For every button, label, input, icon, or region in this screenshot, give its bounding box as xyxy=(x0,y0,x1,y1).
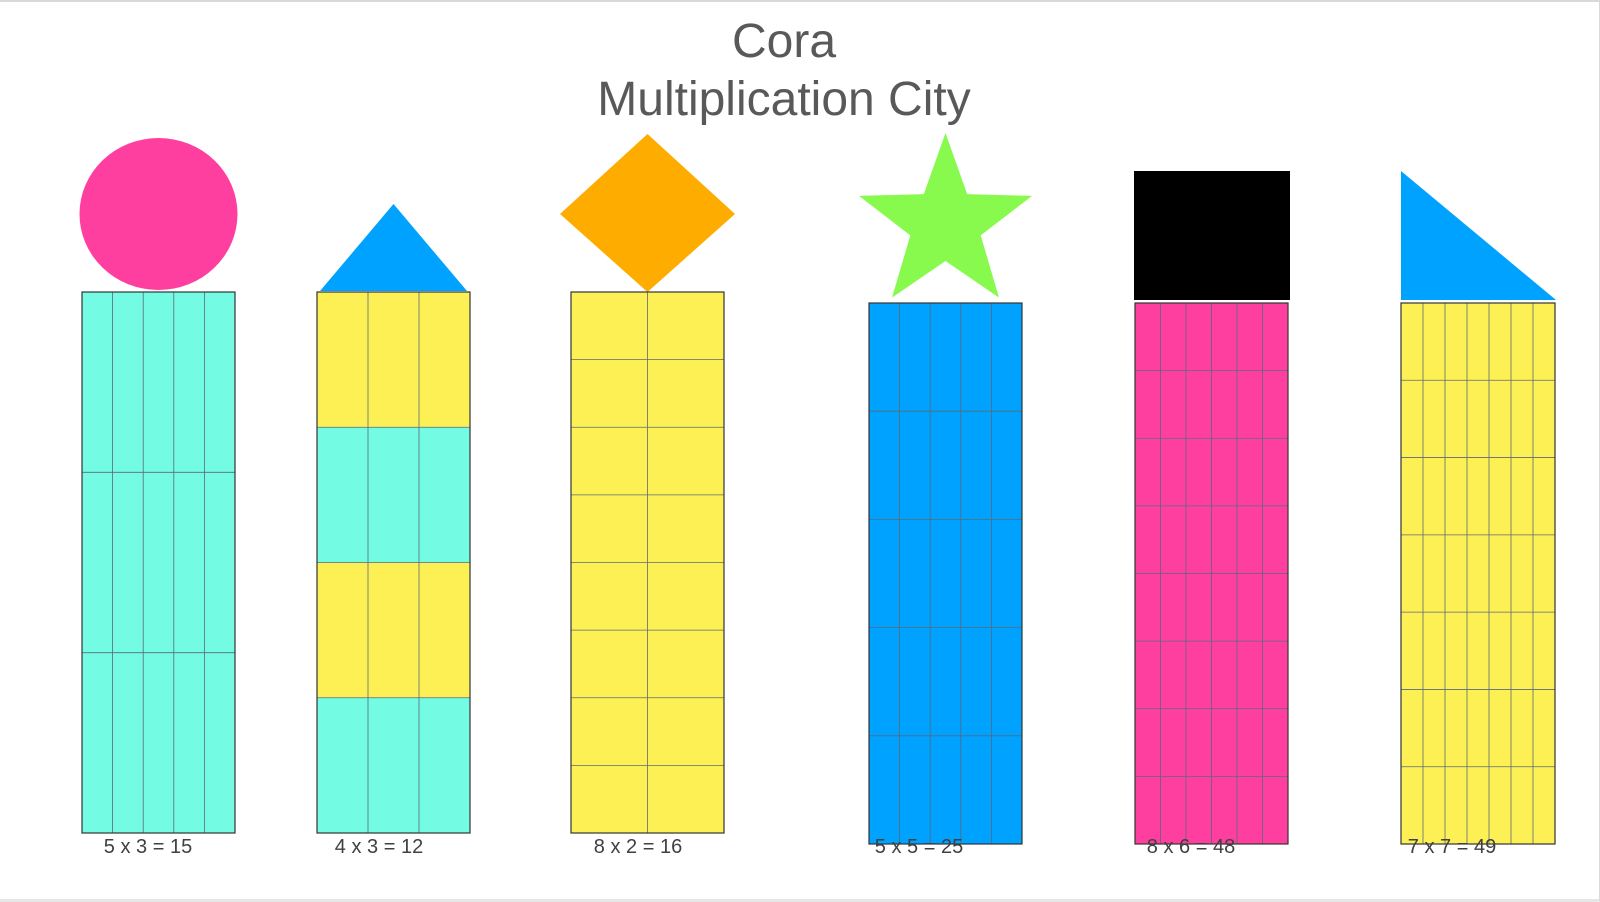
building-outline xyxy=(316,291,471,834)
building-1 xyxy=(79,138,238,834)
building-outline xyxy=(868,302,1023,845)
building-row-fill xyxy=(1401,303,1555,381)
building-row-fill xyxy=(869,303,1022,412)
building-row-fill xyxy=(82,292,235,473)
roof-right-triangle xyxy=(1401,171,1556,300)
building-row-fill xyxy=(1401,689,1555,768)
building-row-fill xyxy=(1401,380,1555,459)
caption-building-3: 8 x 2 = 16 xyxy=(593,836,683,858)
building-outline xyxy=(81,291,236,834)
building-row-fill xyxy=(1401,612,1555,690)
caption-building-6: 7 x 7 = 49 xyxy=(1407,836,1497,858)
building-5 xyxy=(1134,171,1290,845)
building-4 xyxy=(859,133,1032,845)
building-row-fill xyxy=(869,411,1022,520)
building-row-fill xyxy=(1401,457,1555,536)
building-outline xyxy=(570,291,725,834)
building-row-fill xyxy=(1401,766,1555,845)
roof-circle xyxy=(79,138,238,290)
building-row-fill xyxy=(82,652,235,834)
building-row-fill xyxy=(869,627,1022,737)
building-row-fill xyxy=(82,472,235,654)
building-row-fill xyxy=(317,562,470,699)
roof-star xyxy=(859,133,1032,298)
title-heading: Multiplication City xyxy=(597,73,971,126)
building-row-fill xyxy=(869,519,1022,629)
building-row-fill xyxy=(317,292,470,428)
building-outline xyxy=(1400,302,1556,845)
roof-rectangle xyxy=(1134,171,1290,300)
building-6 xyxy=(1400,171,1556,845)
title-name: Cora xyxy=(731,15,837,68)
building-row-fill xyxy=(317,697,470,834)
caption-building-1: 5 x 3 = 15 xyxy=(103,836,193,858)
caption-building-5: 8 x 6 = 48 xyxy=(1146,836,1236,858)
building-row-fill xyxy=(869,735,1022,845)
building-row-fill xyxy=(1401,534,1555,613)
caption-building-2: 4 x 3 = 12 xyxy=(334,836,424,858)
building-2 xyxy=(316,204,471,834)
building-outline xyxy=(1134,302,1289,845)
roof-diamond xyxy=(560,134,735,292)
roof-triangle xyxy=(320,204,467,291)
building-3 xyxy=(560,134,735,834)
caption-building-4: 5 x 5 = 25 xyxy=(874,836,964,858)
building-row-fill xyxy=(317,427,470,563)
